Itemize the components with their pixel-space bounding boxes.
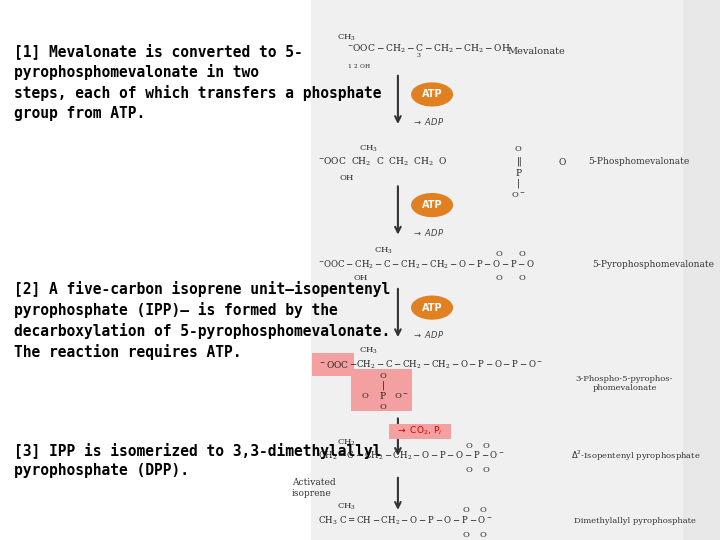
Text: ATP: ATP xyxy=(422,90,442,99)
Text: $\mathregular{OH}$: $\mathregular{OH}$ xyxy=(354,273,369,282)
Text: $\mathregular{CH_2}$: $\mathregular{CH_2}$ xyxy=(337,437,356,448)
FancyBboxPatch shape xyxy=(351,369,412,411)
Text: $\mathregular{CH_3}$: $\mathregular{CH_3}$ xyxy=(374,246,393,256)
Text: $\mathregular{\underset{1}{}\ \underset{2}{}\ \underset{OH}{}}$: $\mathregular{\underset{1}{}\ \underset{… xyxy=(347,62,372,71)
Text: $\rightarrow$ ADP: $\rightarrow$ ADP xyxy=(412,116,444,127)
Text: $\mathregular{O\ \ \ \ \ \ O}$: $\mathregular{O\ \ \ \ \ \ O}$ xyxy=(495,249,527,258)
Text: [3] IPP is isomerized to 3,3-dimethylallyl
pyrophosphate (DPP).: [3] IPP is isomerized to 3,3-dimethylall… xyxy=(14,442,381,478)
Text: 5-Pyrophosphomevalonate: 5-Pyrophosphomevalonate xyxy=(593,260,715,269)
Text: 5-Phosphomevalonate: 5-Phosphomevalonate xyxy=(588,157,690,166)
Text: $\mathregular{O^-}$: $\mathregular{O^-}$ xyxy=(395,391,409,400)
FancyBboxPatch shape xyxy=(311,0,683,539)
Text: $\Delta^2$-Isopentenyl pyrophosphate: $\Delta^2$-Isopentenyl pyrophosphate xyxy=(570,449,700,463)
Text: $\mathregular{O\ \ \ \ O}$: $\mathregular{O\ \ \ \ O}$ xyxy=(462,530,487,539)
Text: $\mathregular{^{-}OOC-CH_2-C-CH_2-CH_2-O-P-O-P-O}$: $\mathregular{^{-}OOC-CH_2-C-CH_2-CH_2-O… xyxy=(318,258,535,271)
FancyBboxPatch shape xyxy=(0,0,311,539)
Text: $\mathregular{O\ \ \ \ O}$: $\mathregular{O\ \ \ \ O}$ xyxy=(465,441,491,450)
Text: $\mathregular{O}$: $\mathregular{O}$ xyxy=(361,391,369,400)
Text: Activated
isoprene: Activated isoprene xyxy=(292,478,336,498)
Text: $\mathregular{O}$: $\mathregular{O}$ xyxy=(514,144,523,153)
Text: $\mathregular{CH_3}$: $\mathregular{CH_3}$ xyxy=(337,502,356,512)
Text: $\mathregular{CH_3\ C{=}CH-CH_2-O-P-O-P-O^-}$: $\mathregular{CH_3\ C{=}CH-CH_2-O-P-O-P-… xyxy=(318,515,492,527)
Text: $\mathregular{^{-}OOC\ \ CH_2\ \ C\ \ CH_2\ \ CH_2\ \ O}$: $\mathregular{^{-}OOC\ \ CH_2\ \ C\ \ CH… xyxy=(318,156,447,168)
Text: ATP: ATP xyxy=(422,302,442,313)
Text: $\mathregular{CH_3}$: $\mathregular{CH_3}$ xyxy=(359,346,378,356)
Text: Dimethylallyl pyrophosphate: Dimethylallyl pyrophosphate xyxy=(575,517,696,525)
Ellipse shape xyxy=(411,193,453,217)
Text: $\mathregular{O}$: $\mathregular{O}$ xyxy=(558,157,567,167)
Text: [1] Mevalonate is converted to 5-
pyrophosphomevalonate in two
steps, each of wh: [1] Mevalonate is converted to 5- pyroph… xyxy=(14,43,381,122)
Text: $\rightarrow$ ADP: $\rightarrow$ ADP xyxy=(412,329,444,340)
Text: 3-Phospho-5-pyrophos-
phomevalonate: 3-Phospho-5-pyrophos- phomevalonate xyxy=(576,375,673,392)
Text: $\mathregular{CH_3}$: $\mathregular{CH_3}$ xyxy=(337,33,356,43)
Text: $\mathregular{P}$: $\mathregular{P}$ xyxy=(379,390,387,401)
Text: $\mathregular{-CH_2-C-CH_2-CH_2-O-P-O-P-O^-}$: $\mathregular{-CH_2-C-CH_2-CH_2-O-P-O-P-… xyxy=(348,358,542,370)
Text: $\mathregular{P}$: $\mathregular{P}$ xyxy=(515,167,522,178)
Text: [2] A five-carbon isoprene unit—isopentenyl
pyrophosphate (IPP)— is formed by th: [2] A five-carbon isoprene unit—isopente… xyxy=(14,281,390,360)
Text: $\rightarrow$ CO$_2$, P$_i$: $\rightarrow$ CO$_2$, P$_i$ xyxy=(397,425,443,437)
Ellipse shape xyxy=(411,295,453,320)
Text: $\mathregular{OH}$: $\mathregular{OH}$ xyxy=(339,172,355,181)
FancyBboxPatch shape xyxy=(312,353,354,376)
Ellipse shape xyxy=(411,83,453,106)
Text: $\mathregular{O\ \ \ \ O}$: $\mathregular{O\ \ \ \ O}$ xyxy=(462,505,487,515)
Text: $\rightarrow$ ADP: $\rightarrow$ ADP xyxy=(412,227,444,238)
Text: Mevalonate: Mevalonate xyxy=(508,47,566,56)
Text: $\mathregular{O^-}$: $\mathregular{O^-}$ xyxy=(511,190,526,199)
Text: $\mathregular{|}$: $\mathregular{|}$ xyxy=(516,177,521,190)
FancyBboxPatch shape xyxy=(389,424,451,438)
Text: $\mathregular{CH_2{=}C-CH_2-CH_2-O-P-O-P-O^-}$: $\mathregular{CH_2{=}C-CH_2-CH_2-O-P-O-P… xyxy=(318,450,504,462)
Text: $\mathregular{CH_3}$: $\mathregular{CH_3}$ xyxy=(359,143,378,153)
Text: $\mathregular{|}$: $\mathregular{|}$ xyxy=(382,380,385,393)
Text: $\mathregular{O\ \ \ \ \ \ O}$: $\mathregular{O\ \ \ \ \ \ O}$ xyxy=(495,273,527,282)
Text: $\mathregular{O\ \ \ \ O}$: $\mathregular{O\ \ \ \ O}$ xyxy=(465,465,491,474)
Text: $\mathregular{^-OOC}$: $\mathregular{^-OOC}$ xyxy=(318,359,348,370)
Text: ATP: ATP xyxy=(422,200,442,210)
Text: $\mathregular{O}$: $\mathregular{O}$ xyxy=(379,370,387,380)
Text: $\mathregular{^{-}OOC-CH_2-\underset{3}{C}-CH_2-CH_2-OH}$: $\mathregular{^{-}OOC-CH_2-\underset{3}{… xyxy=(347,43,510,60)
Text: $\mathregular{O}$: $\mathregular{O}$ xyxy=(379,402,387,411)
Text: $\mathregular{\| }$: $\mathregular{\| }$ xyxy=(516,156,521,168)
